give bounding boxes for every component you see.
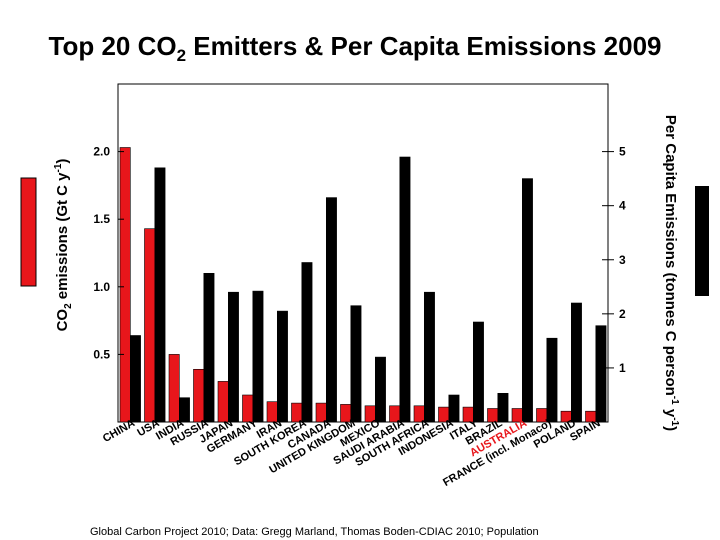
chart-title-rest: Emitters & Per Capita Emissions 2009 <box>186 31 661 61</box>
bar-per-capita-indonesia <box>448 394 460 423</box>
category-label: CHINA <box>101 417 137 445</box>
bar-per-capita-china <box>130 335 141 423</box>
bar-emissions-china <box>119 147 131 423</box>
tick-label-right: 4 <box>619 199 626 213</box>
bar-per-capita-france-incl-monaco <box>546 337 558 423</box>
bar-per-capita-south-africa <box>423 291 435 423</box>
legend-swatch-emissions <box>20 177 37 287</box>
bar-per-capita-japan <box>228 291 239 423</box>
bar-emissions-india <box>168 354 180 423</box>
bar-per-capita-iran <box>276 310 288 423</box>
bar-per-capita-saudi-arabia <box>399 156 411 423</box>
bar-per-capita-united-kingdom <box>350 305 362 423</box>
bar-per-capita-canada <box>325 197 337 423</box>
tick-label-right: 2 <box>619 307 626 321</box>
bar-emissions-russia <box>193 368 205 423</box>
tick-label-right: 5 <box>619 145 626 159</box>
bar-per-capita-south-korea <box>301 262 313 423</box>
tick-label-left: 1.5 <box>93 212 110 226</box>
tick-label-left: 0.5 <box>93 347 110 361</box>
bar-per-capita-spain <box>595 325 607 423</box>
y-axis-left-label: CO2 emissions (Gt C y-1) <box>53 159 74 332</box>
chart-title-main: Top 20 CO <box>49 31 177 61</box>
y-axis-right-label: Per Capita Emissions (tonnes C person-1 … <box>662 115 680 431</box>
bar-per-capita-usa <box>154 167 166 423</box>
tick-label-left: 1.0 <box>93 280 110 294</box>
plot-frame <box>117 83 609 423</box>
legend-swatch-per-capita <box>695 186 709 296</box>
bar-emissions-usa <box>144 228 156 423</box>
source-note: Global Carbon Project 2010; Data: Gregg … <box>90 526 539 538</box>
bar-per-capita-mexico <box>374 356 386 423</box>
bar-per-capita-russia <box>203 272 215 423</box>
bar-emissions-japan <box>217 381 229 423</box>
tick-label-right: 3 <box>619 253 626 267</box>
bar-per-capita-germany <box>252 290 264 423</box>
tick-label-left: 2.0 <box>93 145 110 159</box>
bar-per-capita-italy <box>472 321 484 423</box>
bar-per-capita-india <box>179 397 190 423</box>
bar-per-capita-poland <box>570 302 582 423</box>
chart-title: Top 20 CO2 Emitters & Per Capita Emissio… <box>49 31 662 65</box>
bar-per-capita-australia <box>521 178 533 423</box>
chart-title-subscript: 2 <box>177 46 186 65</box>
bar-per-capita-brazil <box>497 392 509 423</box>
tick-label-right: 1 <box>619 361 626 375</box>
